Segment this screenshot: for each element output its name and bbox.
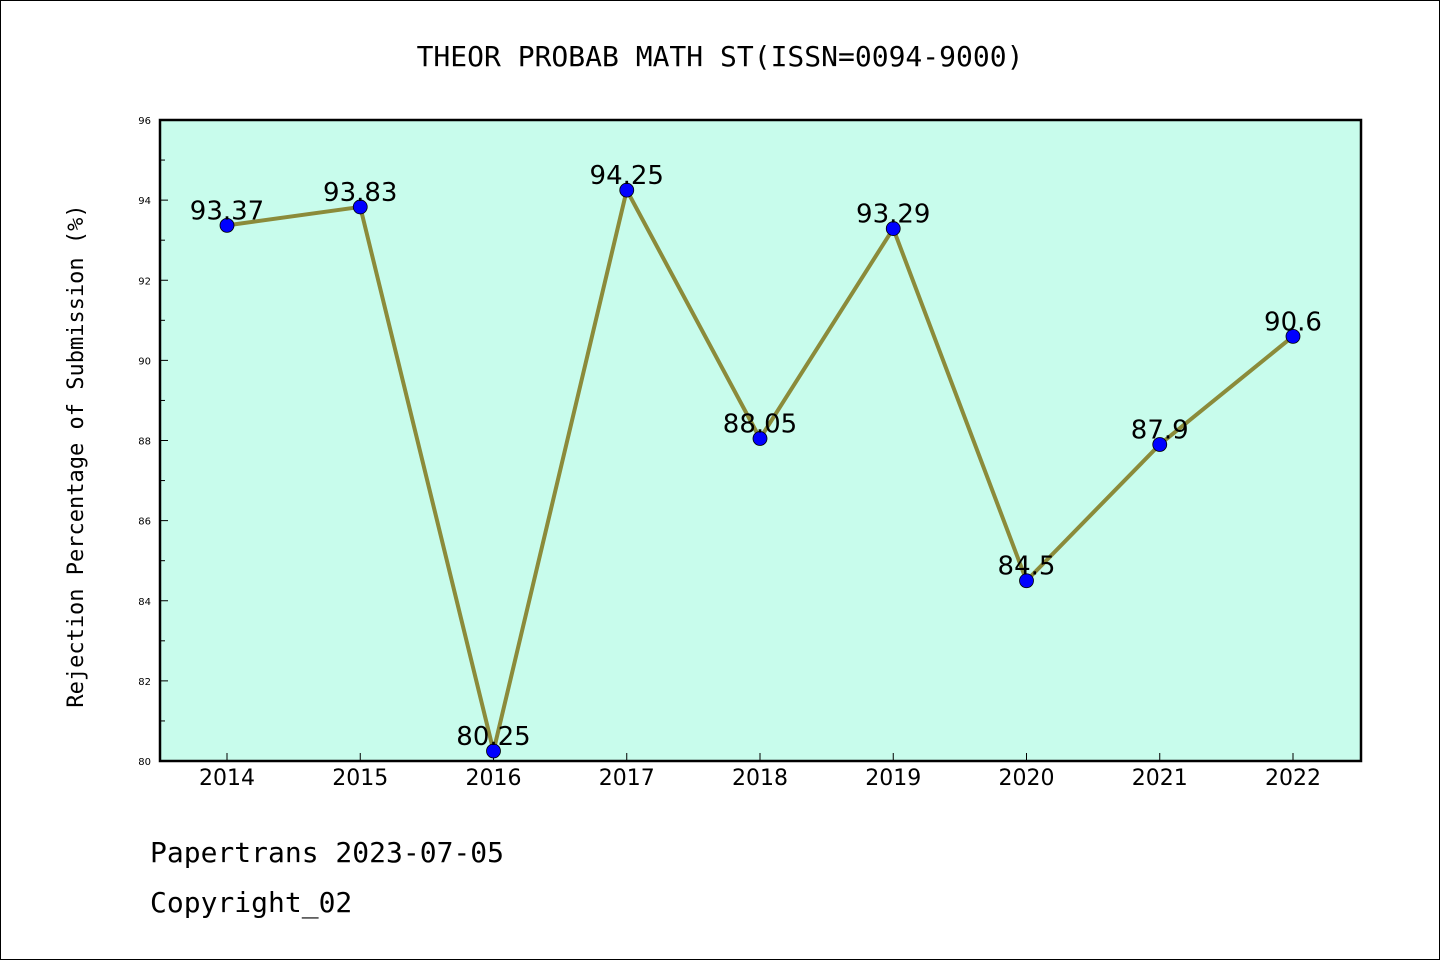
y-tick-label: 92 (138, 276, 151, 287)
plot-border (158, 118, 1363, 763)
x-tick-label: 2017 (599, 766, 655, 791)
x-tick-label: 2014 (199, 766, 255, 791)
chart-title: THEOR PROBAB MATH ST(ISSN=0094-9000) (417, 40, 1024, 73)
x-tick-label: 2018 (732, 766, 788, 791)
y-tick-label: 82 (138, 677, 151, 688)
data-point-2019 (885, 221, 901, 236)
footer-date-text: Papertrans 2023-07-05 (150, 836, 505, 869)
y-tick-label: 84 (138, 597, 151, 608)
data-point-2022 (1285, 328, 1301, 344)
data-label-2016: 80.25 (456, 722, 530, 752)
x-tick-label: 2019 (865, 766, 921, 791)
data-labels: 93.37 93.83 80.25 94.25 88.05 93.29 84.5 87.9 90… (190, 161, 1322, 752)
y-tick-label: 90 (138, 356, 151, 367)
data-label-2020: 84.5 (998, 552, 1056, 582)
y-tick-label: 88 (138, 437, 151, 448)
y-axis-label: Rejection Percentage of Submission (%) (64, 204, 89, 707)
data-label-2014: 93.37 (190, 196, 264, 226)
data-label-2022: 90.6 (1264, 307, 1322, 337)
x-tick-label: 2021 (1132, 766, 1188, 791)
data-point-2016 (486, 743, 501, 759)
x-tick-label: 2022 (1265, 766, 1321, 791)
data-label-2019: 93.29 (856, 200, 930, 230)
y-tick-label: 96 (138, 116, 151, 127)
footer-copyright-text: Copyright_02 (150, 886, 353, 919)
data-label-2017: 94.25 (590, 161, 664, 191)
x-tick-label: 2015 (332, 766, 388, 791)
y-tick-label: 80 (138, 757, 151, 768)
data-point-2021 (1152, 437, 1168, 452)
data-point-2020 (1019, 573, 1034, 589)
data-point-2015 (352, 199, 368, 215)
x-axis: 2014 2015 2016 2017 2018 2019 2020 2021 2022 (199, 753, 1321, 791)
data-label-2021: 87.9 (1131, 416, 1189, 446)
x-tick-label: 2020 (999, 766, 1055, 791)
data-label-2018: 88.05 (723, 409, 797, 439)
data-markers (219, 182, 1301, 759)
data-label-2015: 93.83 (323, 178, 397, 208)
x-tick-label: 2016 (466, 766, 522, 791)
data-point-2017 (619, 182, 635, 198)
data-point-2018 (752, 431, 768, 446)
y-tick-label: 86 (138, 517, 151, 528)
y-tick-label: 94 (138, 196, 151, 207)
data-point-2014 (219, 217, 235, 233)
